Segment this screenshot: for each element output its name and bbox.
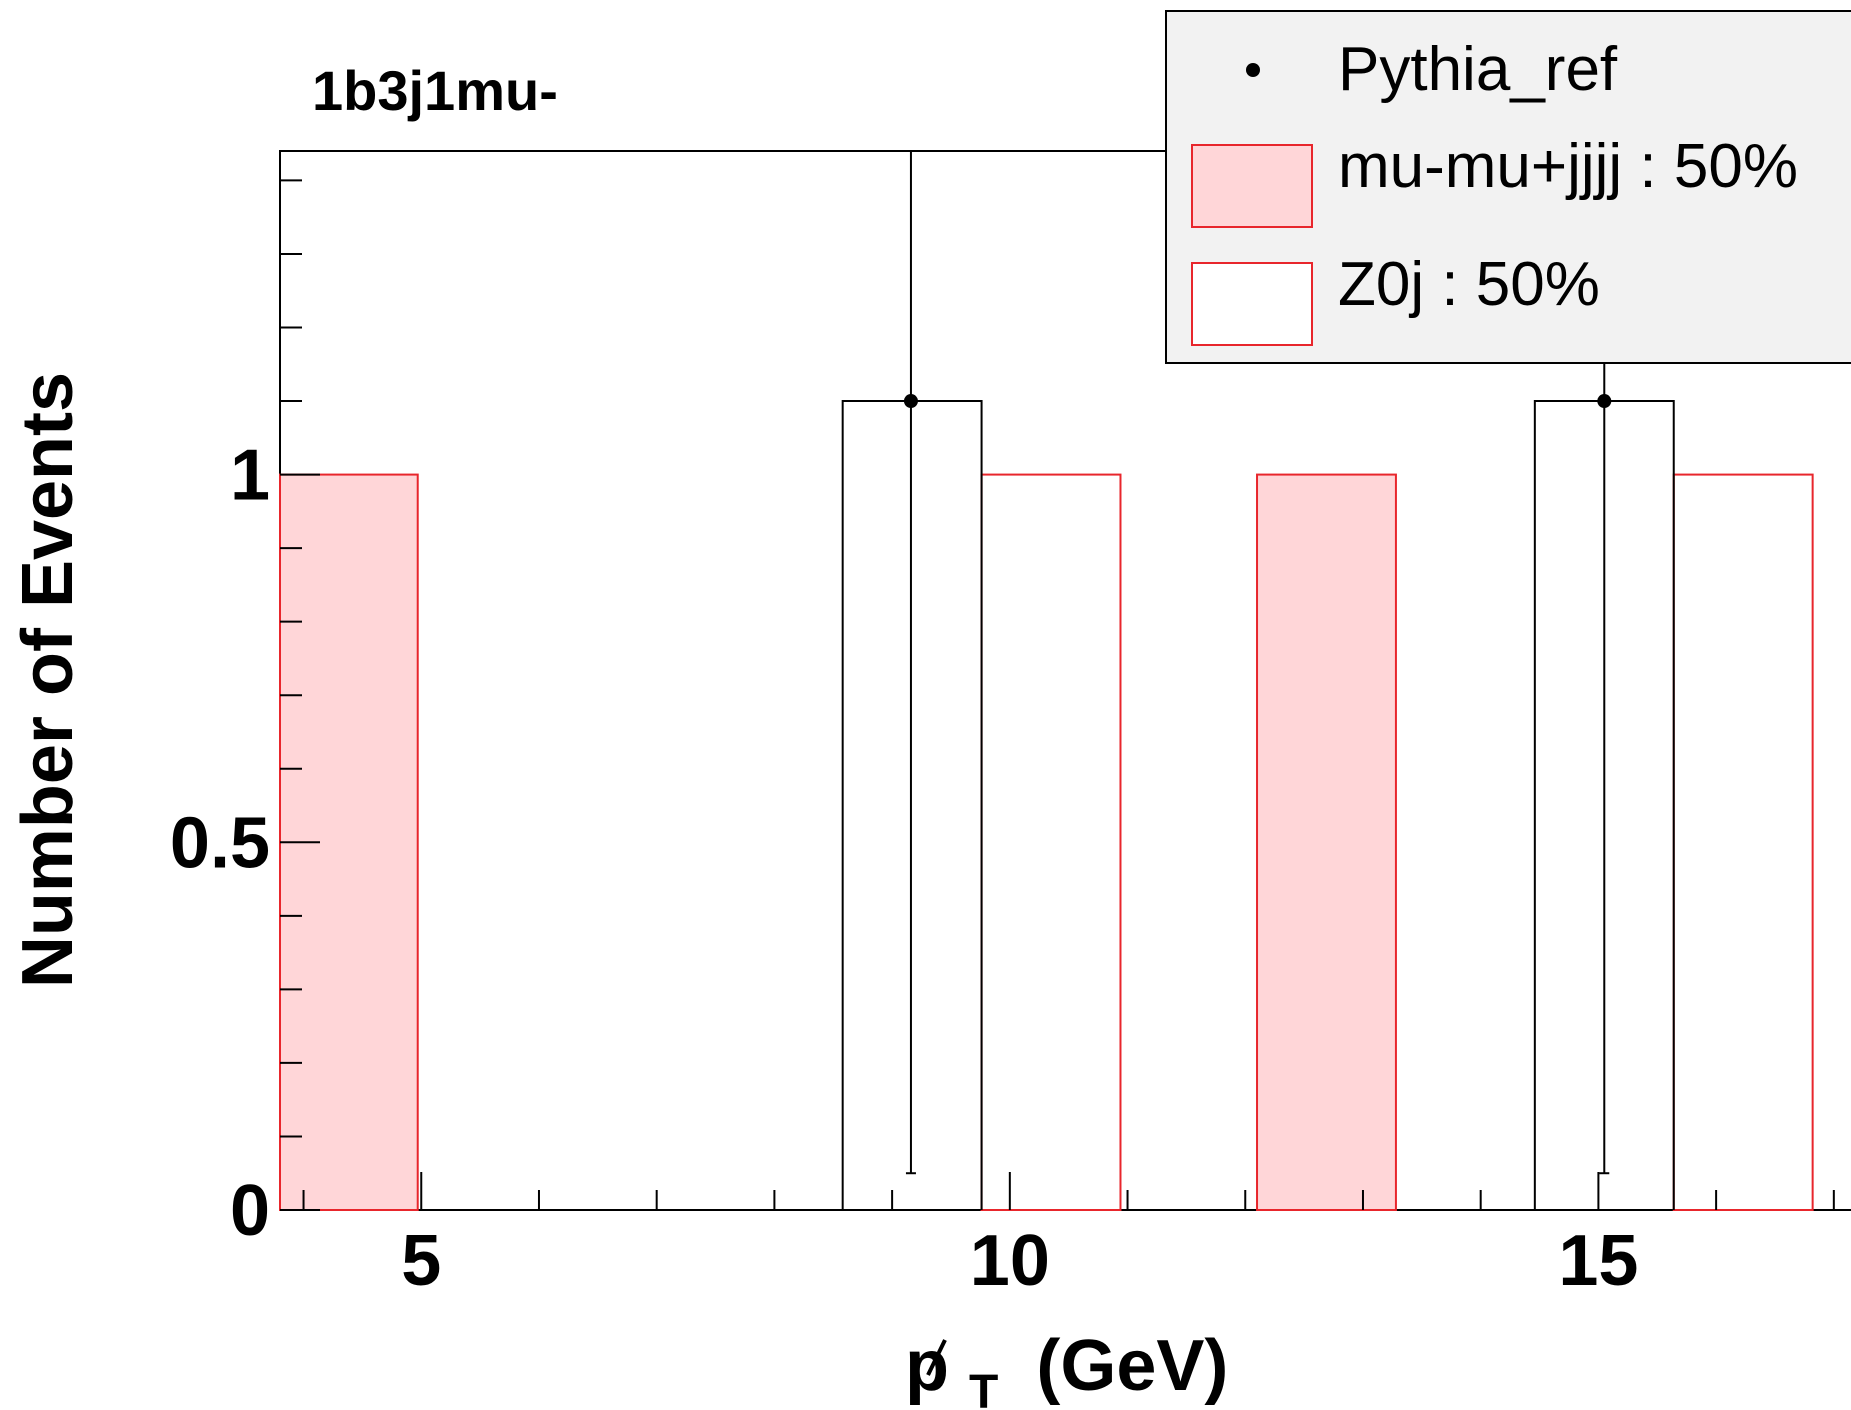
axes: 00.515 10 15 [170,179,1835,1301]
svg-text:p T (GeV): p T (GeV) [905,1326,1228,1410]
ref-point-0 [903,394,918,409]
legend-swatch-mumujjjj [1191,144,1313,228]
x-axis-title-sub: T [969,1366,998,1410]
ref-point-1 [1597,394,1612,409]
legend-swatch-z0j [1191,262,1313,346]
legend: Pythia_ref mu-mu+jjjj : 50% Z0j : 50% [1165,10,1851,364]
y-axis-title: Number of Events [8,372,88,988]
bar-mumujjjj-1 [1256,473,1397,1212]
y-tick-label: 0.5 [170,803,270,883]
x-tick-label: 5 [401,1221,441,1301]
ref-histogram-box-0 [841,400,983,1210]
y-tick-label: 1 [230,436,270,516]
legend-marker-pythia-ref [1246,63,1260,77]
chart-title: 1b3j1mu- [312,59,558,122]
x-tick-label: 15 [1558,1221,1638,1301]
x-tick-label: 10 [970,1221,1050,1301]
x-axis-title-main: p [905,1326,949,1406]
x-axis-title: p T (GeV) [905,1326,1228,1410]
legend-label: Z0j : 50% [1338,250,1600,319]
y-tick-label: 0 [230,1171,270,1251]
bar-z0j-1 [1672,473,1814,1212]
x-axis-title-slash [926,1339,947,1376]
bar-z0j-0 [980,473,1122,1212]
bar-layer [279,473,1814,1212]
legend-label: Pythia_ref [1338,35,1618,104]
legend-label: mu-mu+jjjj : 50% [1338,132,1798,201]
x-axis-title-unit: (GeV) [1036,1326,1228,1406]
